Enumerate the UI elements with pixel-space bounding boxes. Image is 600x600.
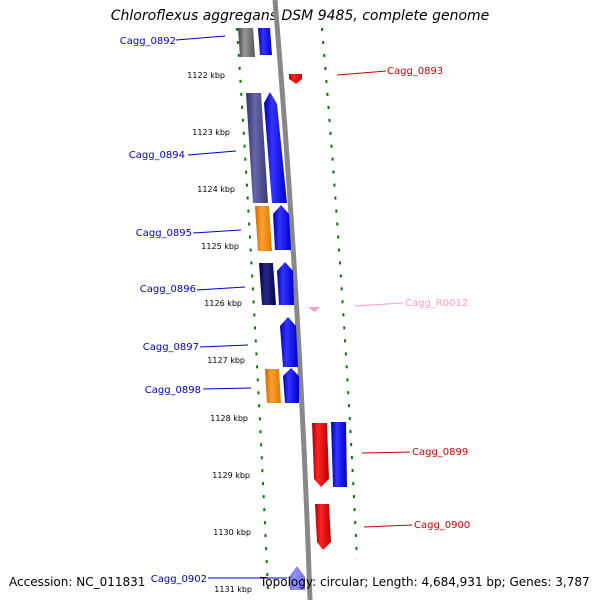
genome-info-label: Topology: circular; Length: 4,684,931 bp… (260, 575, 590, 589)
leader-line (196, 286, 246, 291)
gene-feature-minus[interactable] (289, 74, 302, 84)
kbp-label: 1122 kbp (187, 71, 225, 80)
leader-line (354, 302, 404, 307)
gene-label[interactable]: Cagg_0896 (140, 284, 196, 295)
kbp-label: 1131 kbp (214, 585, 252, 594)
rna-label[interactable]: Cagg_R0012 (405, 298, 468, 309)
leader-line (202, 387, 252, 390)
leader-line (192, 229, 242, 234)
kbp-label: 1124 kbp (197, 185, 235, 194)
ruler-left (236, 27, 269, 591)
kbp-label: 1127 kbp (207, 356, 245, 365)
leader-line (187, 150, 237, 156)
leader-line (175, 35, 226, 41)
leader-line (336, 70, 387, 76)
gene-feature-gray[interactable] (238, 28, 255, 57)
gene-label[interactable]: Cagg_0895 (136, 228, 192, 239)
leader-line (361, 451, 411, 454)
kbp-label: 1123 kbp (192, 128, 230, 137)
gene-feature-plus[interactable] (277, 262, 294, 305)
gene-feature-orange[interactable] (255, 206, 272, 251)
kbp-label: 1130 kbp (213, 528, 251, 537)
genome-backbone (272, 0, 313, 600)
gene-label[interactable]: Cagg_0898 (145, 385, 201, 396)
kbp-label: 1126 kbp (204, 299, 242, 308)
kbp-label: 1125 kbp (201, 242, 239, 251)
gene-label[interactable]: Cagg_0894 (129, 150, 185, 161)
gene-feature-plus[interactable] (283, 368, 299, 403)
leader-line (363, 524, 413, 528)
rna-feature[interactable] (308, 307, 320, 312)
gene-label[interactable]: Cagg_0900 (414, 520, 470, 531)
gene-feature-orange[interactable] (265, 369, 281, 403)
gene-feature-minus[interactable] (312, 423, 329, 487)
map-title: Chloroflexus aggregans DSM 9485, complet… (110, 8, 490, 24)
gene-feature-plus[interactable] (280, 317, 298, 367)
gene-feature-plus[interactable] (289, 566, 305, 590)
gene-label[interactable]: Cagg_0902 (151, 574, 207, 585)
gene-feature-plus[interactable] (258, 28, 272, 55)
gene-label[interactable]: Cagg_0899 (412, 447, 468, 458)
gene-feature-plus[interactable] (331, 422, 347, 487)
accession-label: Accession: NC_011831 (9, 575, 146, 589)
gene-feature-minus[interactable] (315, 504, 331, 550)
leader-line (199, 344, 249, 348)
gene-feature-navy[interactable] (259, 263, 276, 305)
kbp-label: 1129 kbp (212, 471, 250, 480)
gene-feature-slate[interactable] (246, 93, 268, 203)
gene-feature-plus[interactable] (273, 205, 291, 250)
gene-feature-plus[interactable] (264, 92, 287, 203)
kbp-label: 1128 kbp (210, 414, 248, 423)
gene-label[interactable]: Cagg_0897 (143, 342, 199, 353)
gene-label[interactable]: Cagg_0893 (387, 66, 443, 77)
gene-label[interactable]: Cagg_0892 (120, 36, 176, 47)
